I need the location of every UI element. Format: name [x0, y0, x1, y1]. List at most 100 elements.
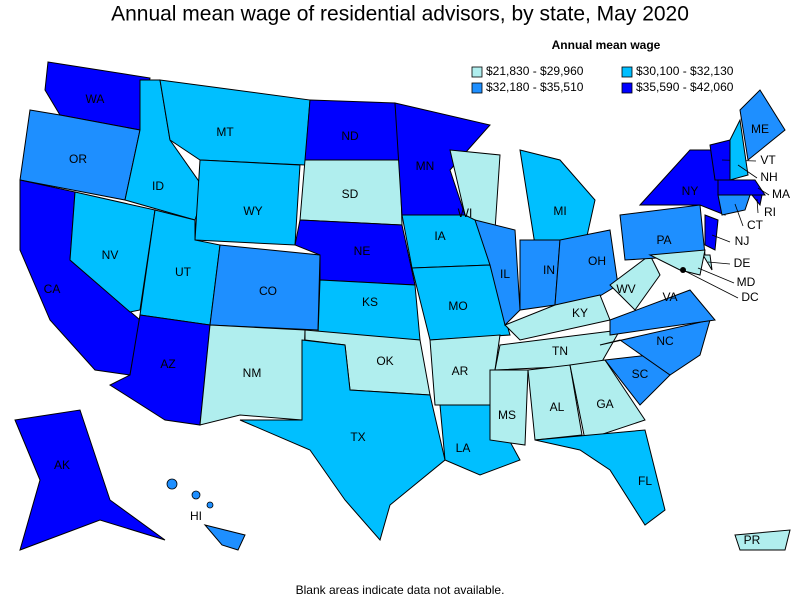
state [489, 369, 529, 446]
legend-label: $21,830 - $29,960 [486, 64, 584, 78]
legend-label: $35,590 - $42,060 [636, 80, 734, 94]
state-label: TX [350, 430, 365, 444]
state-label: WA [86, 92, 105, 106]
state-label: AL [550, 400, 565, 414]
state-label: CA [44, 282, 61, 296]
map-title: Annual mean wage of residential advisors… [111, 3, 689, 26]
state-label: ME [751, 122, 769, 136]
state-label: MS [498, 408, 516, 422]
leader-line [756, 198, 759, 214]
state-label: IN [543, 263, 555, 277]
state-label: CO [259, 284, 277, 298]
state-label: WV [616, 282, 635, 296]
state-label: ND [341, 129, 359, 143]
state-label: TN [552, 344, 568, 358]
state-label: NH [760, 170, 777, 184]
state [554, 229, 619, 306]
state [609, 289, 716, 336]
leader-line [737, 164, 758, 179]
state-label: NV [102, 248, 119, 262]
state [729, 118, 749, 181]
island [206, 501, 214, 509]
state-label: OK [376, 354, 393, 368]
state-label: PR [744, 533, 761, 547]
legend-label: $30,100 - $32,130 [636, 64, 734, 78]
leader-line [682, 269, 739, 299]
legend-swatch [471, 66, 483, 78]
state-label: HI [190, 509, 202, 523]
state [599, 319, 711, 376]
legend-swatch [621, 82, 633, 94]
state [411, 264, 511, 341]
state-label: IA [434, 229, 445, 243]
legend-swatch [621, 66, 633, 78]
state [474, 219, 521, 326]
state-label: UT [175, 265, 192, 279]
state-label: NJ [735, 234, 750, 248]
state-label: MI [553, 204, 566, 218]
legend-swatch [471, 82, 483, 94]
state-label: MT [216, 125, 234, 139]
state [199, 324, 306, 426]
state-label: ID [152, 179, 164, 193]
state-label: KS [362, 295, 378, 309]
state-label: NM [243, 366, 262, 380]
state-label: NY [682, 184, 699, 198]
state-label: DC [741, 290, 759, 304]
state [439, 404, 521, 476]
state-label: VA [662, 290, 677, 304]
state-label: OR [69, 152, 87, 166]
legend-label: $32,180 - $35,510 [486, 80, 584, 94]
state [734, 529, 791, 551]
state-label: OH [588, 254, 606, 268]
leader-line [707, 261, 731, 265]
state-label: GA [596, 397, 613, 411]
island [191, 490, 201, 500]
state-label: MA [772, 187, 790, 201]
state-label: AK [54, 458, 70, 472]
state [704, 214, 719, 251]
state [648, 249, 706, 276]
state [194, 159, 301, 246]
state-label: FL [638, 474, 652, 488]
state [239, 339, 446, 542]
state [534, 429, 666, 526]
state [569, 359, 646, 441]
leader-line [711, 234, 731, 243]
legend-title: Annual mean wage [552, 38, 661, 52]
state [69, 191, 156, 313]
state-label: PA [656, 233, 671, 247]
state-label: IL [500, 267, 510, 281]
island [166, 478, 178, 490]
leader-line [734, 203, 744, 227]
state-label: LA [456, 441, 471, 455]
state-label: WY [243, 204, 262, 218]
state-label: KY [572, 306, 588, 320]
state-label: AR [452, 364, 469, 378]
state [159, 79, 311, 166]
state-label: AZ [160, 357, 175, 371]
state [317, 279, 421, 341]
footnote: Blank areas indicate data not available. [296, 583, 505, 597]
state-label: DE [734, 256, 751, 270]
state-label: RI [764, 205, 776, 219]
state-label: MD [737, 275, 756, 289]
state-label: MN [416, 159, 435, 173]
state [394, 102, 491, 216]
state-label: SC [632, 367, 649, 381]
state [519, 149, 596, 246]
state [739, 89, 786, 161]
state-label: VT [760, 153, 776, 167]
state [609, 254, 661, 311]
state [504, 294, 611, 341]
state [14, 409, 166, 551]
state-label: WI [458, 206, 473, 220]
state-label: SD [342, 187, 359, 201]
leader-line [757, 187, 770, 196]
leader-line [697, 267, 735, 284]
state-label: NC [656, 334, 674, 348]
state [717, 179, 766, 196]
state [203, 524, 246, 551]
state-label: CT [747, 218, 764, 232]
